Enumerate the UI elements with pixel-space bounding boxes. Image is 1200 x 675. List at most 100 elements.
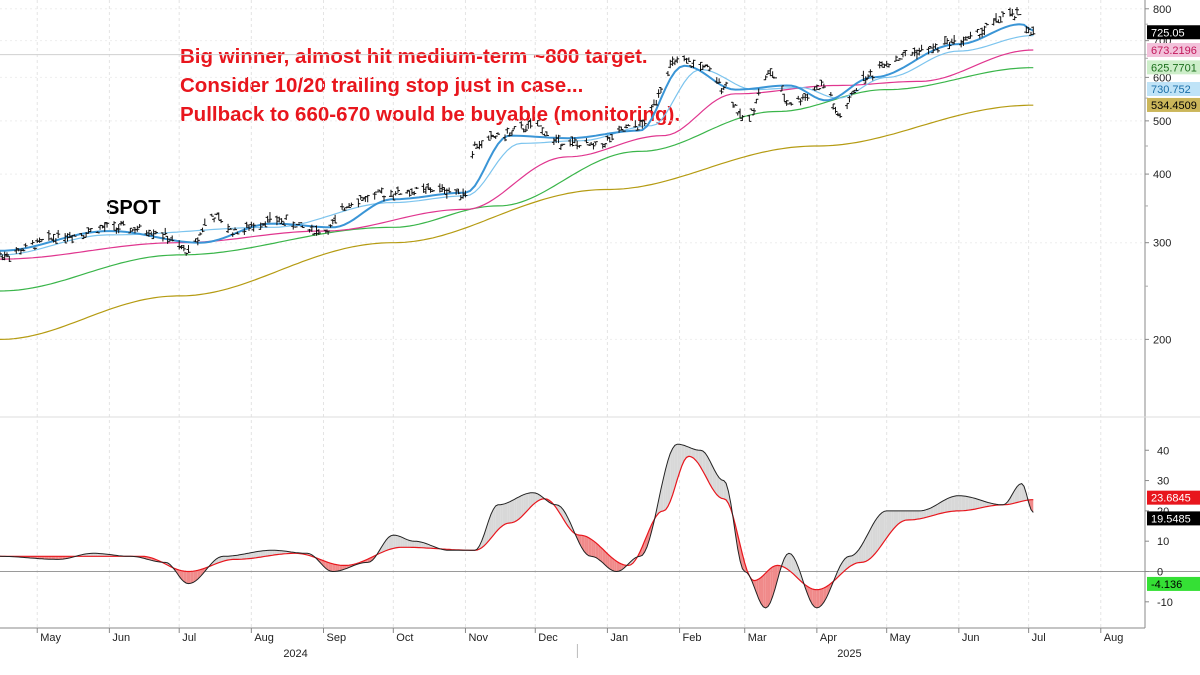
osc-fill <box>977 499 980 509</box>
osc-fill <box>530 492 533 508</box>
ma-line <box>0 49 1034 260</box>
osc-fill <box>232 555 236 560</box>
osc-fill <box>954 495 957 512</box>
osc-fill <box>700 450 703 471</box>
month-label: Aug <box>1104 632 1124 644</box>
osc-fill <box>260 550 263 558</box>
osc-fill <box>407 539 410 548</box>
month-label: Jan <box>610 632 628 644</box>
ma-line <box>0 104 1034 340</box>
osc-fill <box>772 565 775 597</box>
price-tick-label: 500 <box>1153 116 1171 128</box>
osc-fill <box>774 565 778 590</box>
tag-lower-text: -4.136 <box>1151 579 1182 591</box>
osc-fill <box>826 585 829 599</box>
osc-fill <box>837 566 841 578</box>
osc-fill <box>1023 486 1027 501</box>
osc-fill <box>223 556 226 562</box>
osc-fill <box>979 499 983 509</box>
osc-fill <box>188 571 191 584</box>
osc-fill <box>891 510 894 532</box>
osc-fill <box>418 541 422 548</box>
osc-fill <box>716 474 720 497</box>
osc-fill <box>614 559 617 572</box>
osc-fill <box>93 553 96 557</box>
osc-fill <box>381 543 384 553</box>
osc-line <box>0 443 1034 609</box>
osc-fill <box>807 586 810 600</box>
osc-fill <box>269 550 273 556</box>
osc-fill <box>612 557 615 572</box>
osc-fill <box>877 514 880 551</box>
osc-fill <box>402 537 405 548</box>
osc-fill <box>719 477 722 499</box>
osc-fill <box>609 555 613 571</box>
osc-fill <box>958 495 962 511</box>
osc-fill <box>879 512 883 548</box>
osc-fill <box>902 510 906 522</box>
month-label: Dec <box>538 632 558 644</box>
tag-signal-box <box>1147 490 1200 505</box>
osc-fill <box>328 562 331 572</box>
osc-fill <box>914 510 917 520</box>
ticker-label: SPOT <box>106 197 161 219</box>
osc-fill <box>821 588 824 606</box>
osc-fill <box>416 541 419 548</box>
osc-fill <box>793 556 796 577</box>
osc-fill <box>176 569 180 577</box>
osc-fill <box>421 542 424 548</box>
osc-fill <box>882 511 885 545</box>
osc-fill <box>60 556 63 560</box>
osc-fill <box>532 492 536 505</box>
osc-fill <box>335 564 338 572</box>
osc-fill <box>95 553 98 557</box>
month-label: May <box>890 632 911 644</box>
osc-tick-label: 0 <box>1157 567 1163 579</box>
osc-fill <box>702 450 706 476</box>
osc-fill <box>200 569 203 577</box>
osc-fill <box>816 589 820 608</box>
osc-fill <box>984 501 987 508</box>
osc-fill <box>90 553 94 557</box>
osc-fill <box>239 554 243 560</box>
osc-fill <box>202 568 205 575</box>
osc-fill <box>1030 499 1034 513</box>
osc-fill <box>339 565 343 571</box>
osc-fill <box>889 510 892 535</box>
osc-fill <box>48 556 52 560</box>
osc-fill <box>276 550 280 555</box>
osc-tick-label: -10 <box>1157 597 1173 609</box>
osc-fill <box>677 444 680 480</box>
osc-fill <box>488 514 492 541</box>
price-tick-label: 800 <box>1153 4 1171 16</box>
osc-fill <box>616 561 620 572</box>
osc-fill <box>940 501 943 514</box>
osc-fill <box>502 503 506 526</box>
osc-fill <box>342 565 345 570</box>
osc-fill <box>935 503 938 515</box>
osc-fill <box>926 508 929 518</box>
osc-tick-label: 30 <box>1157 476 1169 488</box>
osc-fill <box>595 542 599 559</box>
osc-fill <box>190 571 194 584</box>
osc-fill <box>849 555 852 567</box>
osc-fill <box>665 460 668 510</box>
tag-ma50-text: 673.2196 <box>1151 45 1197 57</box>
osc-fill <box>844 556 848 571</box>
osc-fill <box>868 529 871 561</box>
osc-fill <box>88 553 91 557</box>
osc-fill <box>886 510 890 538</box>
osc-fill <box>181 570 184 582</box>
osc-fill <box>493 505 496 536</box>
osc-fill <box>1019 483 1022 502</box>
osc-fill <box>814 589 817 608</box>
osc-tick-label: 10 <box>1157 536 1169 548</box>
osc-fill <box>400 536 403 548</box>
osc-fill <box>842 558 845 573</box>
osc-fill <box>267 550 270 556</box>
tag-ma10-box <box>1147 82 1200 96</box>
osc-fill <box>930 506 934 517</box>
tag-osc-text: 19.5485 <box>1151 513 1191 525</box>
osc-fill <box>214 558 217 565</box>
osc-tick-label: 40 <box>1157 445 1169 457</box>
